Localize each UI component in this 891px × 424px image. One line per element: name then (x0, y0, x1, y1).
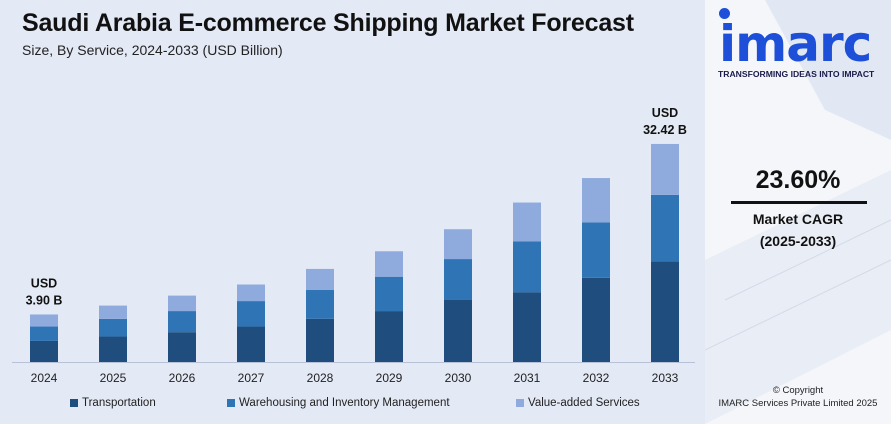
bar-segment-2027-series-2 (237, 284, 265, 302)
chart-title: Saudi Arabia E-commerce Shipping Market … (22, 9, 634, 37)
x-tick-label: 2028 (307, 371, 334, 385)
legend-swatch (516, 399, 524, 407)
bar-segment-2033-series-2 (651, 143, 679, 195)
legend-item: Transportation (70, 397, 156, 409)
cagr-label: Market CAGR (752, 211, 844, 227)
legend-label: Value-added Services (528, 397, 640, 409)
x-tick-label: 2032 (583, 371, 610, 385)
bar-segment-2029-series-0 (375, 311, 403, 362)
logo-tagline: TRANSFORMING IDEAS INTO IMPACT (718, 69, 875, 79)
bar-segment-2024-series-2 (30, 314, 58, 327)
stacked-bar-chart: 2024 2025 2026 2027 2028 2029 2030 2031 2032 2033… (12, 106, 695, 385)
legend-swatch (70, 399, 78, 407)
bar-segment-2026-series-0 (168, 332, 196, 362)
bar-segment-2031-series-2 (513, 202, 541, 242)
chart-panel: Saudi Arabia E-commerce Shipping Market … (12, 9, 695, 409)
imarc-logo: imarc (719, 15, 872, 73)
data-label-2024-line-2: 3.90 B (26, 293, 63, 307)
x-tick-label: 2026 (169, 371, 196, 385)
cagr-divider (731, 201, 867, 204)
bar-segment-2028-series-2 (306, 268, 334, 291)
copyright-text: © Copyright (772, 385, 824, 396)
x-tick-label: 2029 (376, 371, 403, 385)
bar-segment-2028-series-0 (306, 318, 334, 362)
bar-segment-2025-series-1 (99, 318, 127, 337)
chart-subtitle: Size, By Service, 2024-2033 (USD Billion… (22, 42, 283, 58)
bar-segment-2029-series-2 (375, 251, 403, 277)
company-name: IMARC Services Private Limited 2025 (718, 398, 878, 409)
data-label-2024-line-1: USD (31, 276, 57, 290)
x-tick-label: 2033 (652, 371, 679, 385)
bar-segment-2027-series-0 (237, 326, 265, 362)
bar-segment-2030-series-0 (444, 299, 472, 362)
bar-segment-2027-series-1 (237, 301, 265, 327)
bar-segment-2024-series-0 (30, 340, 58, 362)
data-label-2033-line-1: USD (652, 106, 678, 120)
bar-segment-2033-series-0 (651, 261, 679, 362)
bar-segment-2033-series-1 (651, 194, 679, 262)
bar-segment-2028-series-1 (306, 290, 334, 319)
bar-segment-2026-series-2 (168, 295, 196, 312)
cagr-value: 23.60% (755, 166, 841, 194)
bar-segment-2025-series-0 (99, 336, 127, 362)
legend-label: Transportation (82, 397, 156, 409)
background-decoration (705, 0, 891, 424)
x-tick-label: 2024 (31, 371, 58, 385)
bar-segment-2029-series-1 (375, 276, 403, 312)
logo-dot (719, 8, 730, 19)
legend-swatch (227, 399, 235, 407)
cagr-period: (2025-2033) (759, 233, 837, 249)
bar-segment-2030-series-1 (444, 259, 472, 300)
legend-item: Warehousing and Inventory Management (227, 397, 450, 409)
legend-item: Value-added Services (516, 397, 640, 409)
bar-segment-2031-series-1 (513, 241, 541, 293)
bar-segment-2030-series-2 (444, 229, 472, 260)
legend-label: Warehousing and Inventory Management (239, 397, 450, 409)
bar-segment-2032-series-1 (582, 222, 610, 278)
bar-segment-2032-series-0 (582, 277, 610, 362)
data-label-2033-line-2: 32.42 B (643, 123, 687, 137)
brand-sidebar: imarc TRANSFORMING IDEAS INTO IMPACT 23.… (705, 0, 891, 424)
bar-segment-2031-series-0 (513, 292, 541, 362)
x-tick-label: 2031 (514, 371, 541, 385)
bar-segment-2026-series-1 (168, 311, 196, 333)
x-tick-label: 2025 (100, 371, 127, 385)
x-tick-label: 2030 (445, 371, 472, 385)
bar-segment-2025-series-2 (99, 305, 127, 319)
bar-segment-2024-series-1 (30, 326, 58, 341)
x-tick-label: 2027 (238, 371, 265, 385)
bar-segment-2032-series-2 (582, 178, 610, 223)
